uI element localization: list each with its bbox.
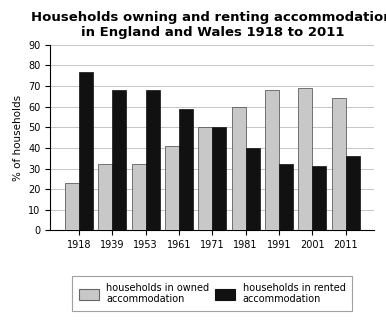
Bar — [179, 109, 193, 230]
Bar — [98, 164, 112, 230]
Bar — [312, 166, 326, 230]
Bar — [165, 146, 179, 230]
Bar — [79, 72, 93, 230]
Bar — [346, 156, 360, 230]
Bar — [245, 148, 260, 230]
Bar — [265, 90, 279, 230]
Bar — [65, 183, 79, 230]
Bar — [279, 164, 293, 230]
Bar — [298, 88, 312, 230]
Bar — [132, 164, 146, 230]
Bar — [332, 99, 346, 230]
Bar — [232, 107, 245, 230]
Bar — [146, 90, 160, 230]
Bar — [112, 90, 126, 230]
Title: Households owning and renting accommodation
in England and Wales 1918 to 2011: Households owning and renting accommodat… — [32, 12, 386, 39]
Y-axis label: % of households: % of households — [12, 94, 22, 181]
Legend: households in owned
accommodation, households in rented
accommodation: households in owned accommodation, house… — [72, 276, 352, 311]
Bar — [198, 127, 212, 230]
Bar — [212, 127, 226, 230]
